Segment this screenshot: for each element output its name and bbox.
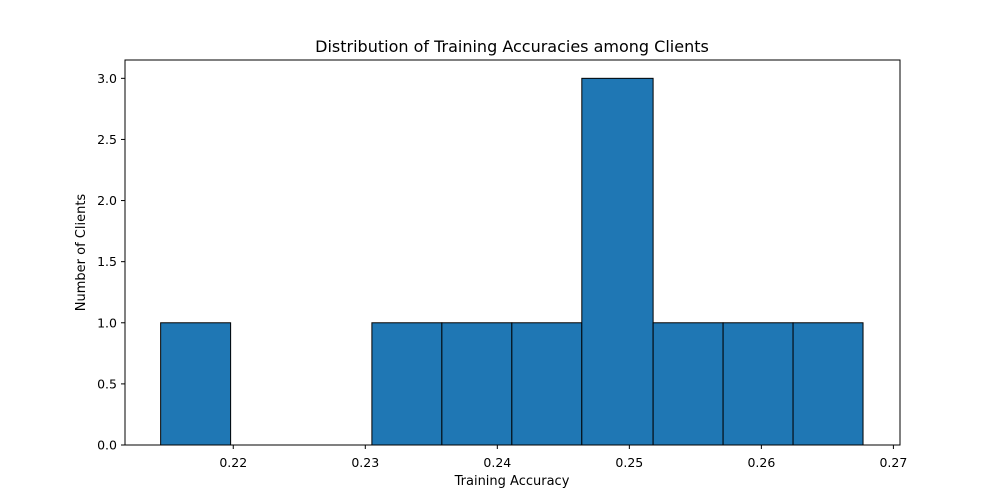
histogram-bars <box>160 77 864 446</box>
x-axis-label: Training Accuracy <box>454 474 570 489</box>
chart-title: Distribution of Training Accuracies amon… <box>315 37 709 56</box>
histogram-bar <box>652 322 724 446</box>
y-tick-label: 3.0 <box>97 71 117 86</box>
x-tick-label: 0.22 <box>219 455 247 470</box>
histogram-bar <box>441 322 513 446</box>
plot-frame <box>124 59 901 446</box>
x-tick-label: 0.23 <box>351 455 379 470</box>
x-tick-label: 0.24 <box>483 455 511 470</box>
x-axis-ticks: 0.22 0.23 0.24 0.25 0.26 0.27 <box>219 445 907 470</box>
y-tick-label: 0.0 <box>97 438 117 453</box>
histogram-bar <box>581 77 654 446</box>
histogram-bar <box>722 322 794 446</box>
x-tick-label: 0.25 <box>615 455 643 470</box>
y-tick-label: 1.5 <box>97 254 117 269</box>
histogram-bar <box>511 322 583 446</box>
y-tick-label: 0.5 <box>97 376 117 391</box>
histogram-bar <box>792 322 864 446</box>
histogram-bar <box>160 322 232 446</box>
histogram-bar <box>371 322 443 446</box>
y-tick-label: 2.0 <box>97 193 117 208</box>
x-tick-label: 0.26 <box>747 455 775 470</box>
y-tick-label: 2.5 <box>97 132 117 147</box>
y-axis-label: Number of Clients <box>74 194 89 312</box>
y-axis-ticks: 0.0 0.5 1.0 1.5 2.0 2.5 3.0 <box>97 71 125 453</box>
y-tick-label: 1.0 <box>97 315 117 330</box>
x-tick-label: 0.27 <box>879 455 907 470</box>
